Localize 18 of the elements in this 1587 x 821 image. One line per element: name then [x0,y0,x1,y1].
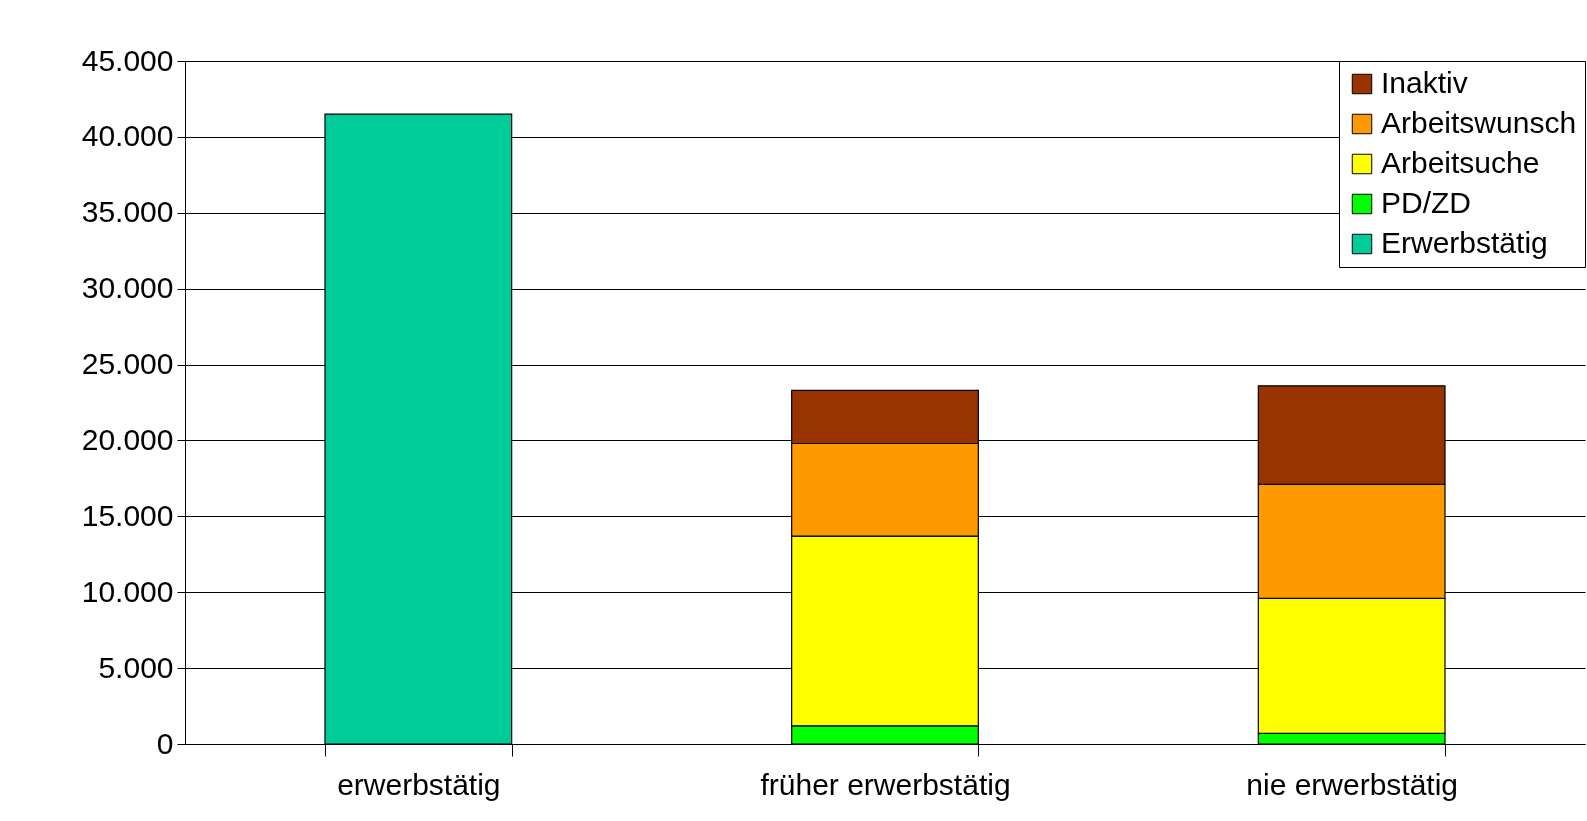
y-tick-label: 25.000 [81,347,174,381]
y-tick-label: 15.000 [81,498,174,532]
y-tick-label: 45.000 [81,43,174,77]
legend-label: Arbeitsuche [1381,146,1540,179]
y-tick-label: 10.000 [81,574,174,608]
y-tick-label: 35.000 [81,195,174,229]
y-tick-label: 40.000 [81,119,174,153]
y-tick-label: 0 [156,726,174,760]
legend-label: Erwerbstätig [1381,226,1548,259]
y-tick-label: 5.000 [98,650,174,684]
x-tick-label: früher erwerbstätig [760,767,1011,801]
x-tick-label: nie erwerbstätig [1246,767,1459,801]
legend-label: PD/ZD [1381,186,1471,219]
y-tick-label: 20.000 [81,422,174,456]
x-tick-label: erwerbstätig [337,767,501,801]
legend-label: Arbeitswunsch [1381,106,1577,139]
y-tick-label: 30.000 [81,271,174,305]
legend-label: Inaktiv [1381,66,1468,99]
